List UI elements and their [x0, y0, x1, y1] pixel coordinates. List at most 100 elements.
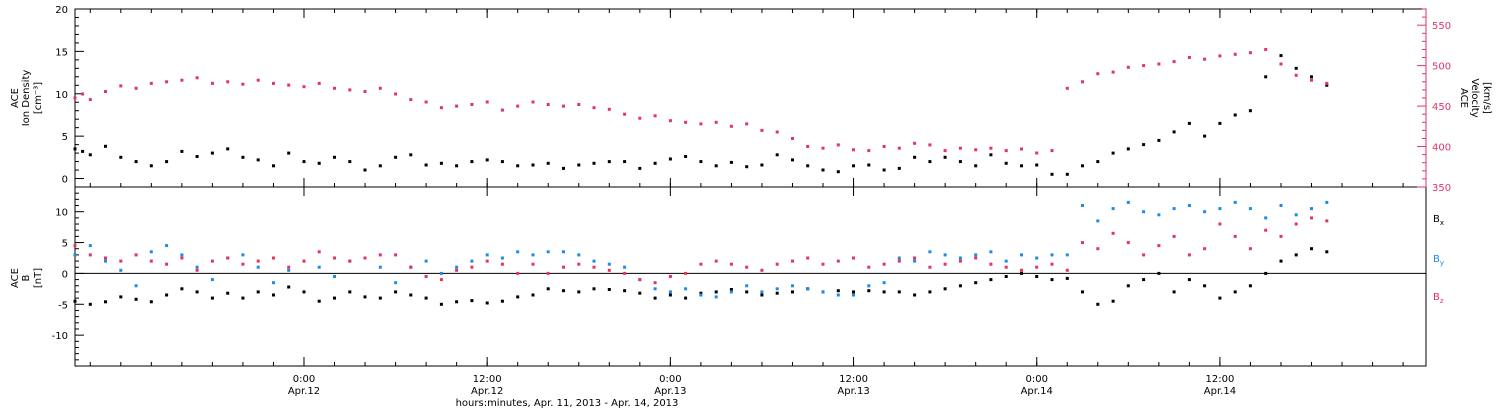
bz-point	[73, 244, 77, 248]
bx-point	[852, 290, 855, 294]
x-tick-date-label: Apr.13	[654, 386, 686, 397]
density-point	[424, 163, 428, 167]
bz-point	[226, 256, 230, 260]
bz-point	[210, 259, 214, 263]
by-point	[1294, 213, 1298, 217]
bx-point	[1279, 259, 1283, 263]
velocity-point	[592, 106, 596, 110]
by-point	[1279, 204, 1283, 207]
bx-point	[287, 285, 291, 289]
by-point	[256, 265, 260, 269]
velocity-point	[409, 98, 413, 102]
density-point	[607, 160, 611, 164]
bx-point	[333, 296, 336, 300]
by-point	[1081, 204, 1084, 207]
velocity-point	[81, 92, 85, 96]
density-point	[195, 155, 199, 158]
x-tick-date-label: Apr.13	[837, 386, 869, 397]
bz-point	[1172, 234, 1176, 238]
bz-point	[806, 256, 810, 260]
velocity-point	[104, 90, 107, 93]
bz-point	[1111, 231, 1115, 235]
by-point	[104, 259, 107, 263]
density-point	[439, 161, 443, 165]
velocity-point	[1004, 149, 1008, 153]
bz-point	[531, 262, 535, 266]
density-point	[714, 164, 718, 168]
bottom-panel-marks	[73, 200, 1329, 306]
bz-point	[958, 259, 962, 263]
legend-by-main: B	[1433, 254, 1440, 265]
by-point	[577, 253, 581, 257]
by-point	[897, 256, 901, 260]
by-point	[989, 250, 993, 254]
bz-point	[546, 271, 550, 275]
velocity-point	[1279, 62, 1283, 66]
bx-point	[623, 289, 627, 293]
bx-point	[897, 290, 901, 294]
velocity-point	[699, 122, 703, 126]
bz-point	[1050, 262, 1054, 266]
by-point	[424, 259, 428, 263]
by-point	[88, 244, 92, 248]
density-point	[1203, 134, 1207, 138]
density-point	[287, 151, 291, 155]
bx-point	[1248, 284, 1252, 288]
velocity-point	[500, 108, 504, 112]
by-point	[1020, 253, 1023, 257]
legend-bz-main: B	[1433, 292, 1440, 303]
bx-point	[516, 295, 520, 299]
bx-point	[943, 287, 947, 291]
legend-by: By	[1433, 254, 1444, 267]
bx-point	[714, 290, 718, 294]
bz-point	[378, 253, 382, 257]
bx-point	[119, 295, 123, 299]
velocity-point	[424, 100, 428, 104]
bx-point	[73, 299, 77, 303]
bx-point	[88, 302, 92, 306]
velocity-point	[241, 82, 245, 86]
density-point	[882, 168, 886, 172]
by-point	[562, 250, 565, 254]
bx-point	[1218, 296, 1222, 300]
bz-point	[1218, 222, 1222, 226]
bz-point	[1310, 216, 1313, 220]
density-point	[1279, 54, 1283, 58]
velocity-point	[302, 85, 306, 89]
bx-point	[1187, 278, 1191, 282]
x-tick-time-label: 0:00	[1025, 374, 1047, 385]
by-point	[500, 256, 504, 260]
bz-point	[729, 262, 733, 266]
by-point	[1248, 207, 1252, 211]
bx-point	[1065, 276, 1069, 280]
velocity-point	[287, 83, 291, 87]
density-point	[1325, 83, 1329, 87]
bz-point	[287, 265, 291, 269]
velocity-point	[1325, 81, 1329, 85]
density-point	[363, 168, 367, 172]
bx-point	[668, 293, 672, 297]
density-point	[699, 160, 703, 164]
velocity-point	[485, 100, 489, 104]
velocity-point	[226, 80, 230, 84]
bx-point	[729, 288, 733, 291]
bottom-ylabel-line-1: ACE	[10, 268, 21, 288]
density-point	[1172, 130, 1176, 134]
density-point	[775, 153, 779, 157]
bx-point	[439, 302, 443, 306]
by-point	[455, 265, 459, 269]
bx-point	[592, 287, 596, 291]
by-point	[470, 259, 474, 263]
bz-point	[1248, 247, 1252, 251]
bz-point	[455, 268, 459, 272]
bx-point	[1264, 271, 1268, 275]
by-point	[1325, 200, 1329, 204]
bz-point	[989, 262, 993, 266]
top-y2label-line-3: [km/s]	[1481, 82, 1492, 114]
by-point	[1172, 207, 1176, 211]
top-y-tick-label: 5	[62, 132, 68, 143]
velocity-point	[348, 88, 352, 92]
by-point	[241, 253, 245, 257]
x-tick-time-label: 12:00	[1206, 374, 1235, 385]
velocity-point	[516, 104, 520, 108]
